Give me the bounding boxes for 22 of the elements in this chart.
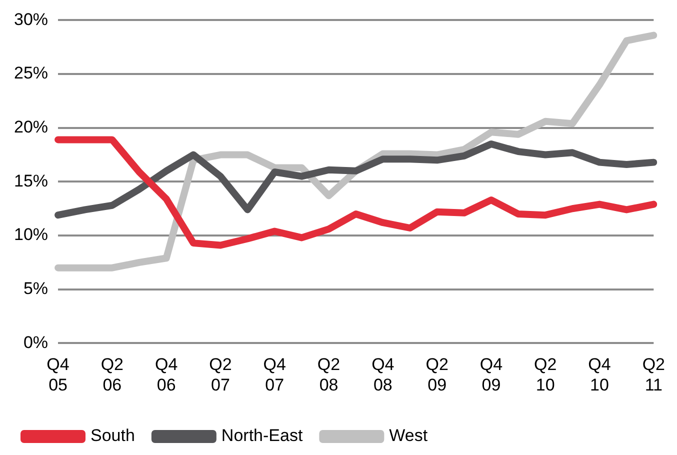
x-tick-label: Q2 11 (642, 355, 666, 394)
x-tick-label: Q2 10 (534, 355, 557, 394)
x-tick-label: Q2 09 (426, 355, 448, 394)
x-tick-label: Q4 10 (588, 355, 611, 394)
x-tick-label: Q2 07 (209, 355, 232, 394)
x-tick-label: Q4 06 (154, 355, 178, 394)
y-tick-label: 30% (14, 10, 48, 29)
x-tick-label: Q2 06 (100, 355, 124, 394)
x-tick-label: Q4 05 (46, 355, 70, 394)
legend-label: West (389, 426, 428, 446)
y-tick-label: 10% (14, 225, 48, 244)
legend-label: North-East (221, 426, 303, 446)
legend-label: South (90, 426, 135, 446)
y-tick-label: 0% (23, 332, 48, 352)
x-tick-label: Q4 09 (480, 355, 503, 394)
y-tick-label: 15% (14, 171, 48, 190)
x-tick-label: Q4 08 (372, 355, 394, 394)
y-tick-label: 5% (23, 279, 48, 298)
y-tick-label: 20% (14, 118, 48, 137)
x-tick-label: Q2 08 (317, 355, 340, 394)
y-tick-label: 25% (14, 64, 48, 83)
x-tick-label: Q4 07 (263, 355, 286, 394)
